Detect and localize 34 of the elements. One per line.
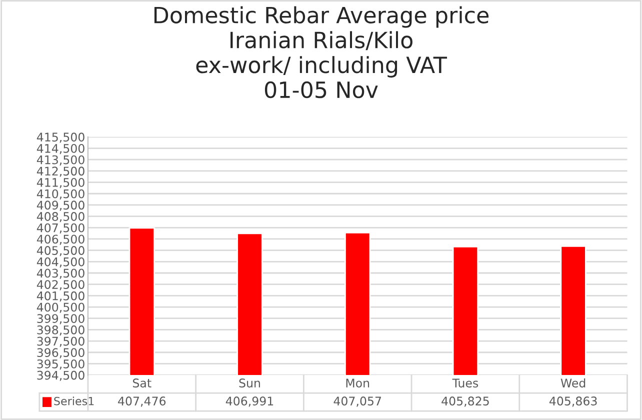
y-tick-label: 408,500	[36, 212, 84, 222]
y-tick-label: 401,500	[36, 291, 84, 302]
y-tick-label: 400,500	[36, 302, 84, 313]
y-tick-label: 405,500	[36, 246, 84, 256]
y-tick-label: 412,500	[36, 166, 84, 177]
data-label: 407,476	[118, 396, 166, 407]
data-label: 407,057	[334, 396, 381, 407]
y-tick-label: 398,500	[37, 325, 84, 336]
y-tick-label: 411,500	[36, 178, 84, 188]
x-tick-label: Wed	[560, 378, 586, 388]
chart-title: Domestic Rebar Average price Iranian Rials/Kilo ex-work/ including VAT 01-05 Nov	[154, 6, 489, 98]
y-tick-label: 399,500	[37, 314, 84, 324]
y-tick-label: 394,500	[37, 370, 84, 381]
y-tick-label: 414,500	[36, 144, 84, 154]
x-tick-label: Tues	[452, 378, 478, 388]
y-tick-label: 406,500	[36, 234, 84, 245]
y-tick-label: 402,500	[36, 280, 84, 290]
y-tick-label: 397,500	[37, 336, 84, 347]
y-tick-label: 396,500	[37, 348, 84, 358]
data-label: 406,991	[226, 396, 274, 407]
y-tick-label: 415,500	[36, 132, 84, 143]
data-label: 405,863	[549, 396, 597, 407]
x-tick-label: Sun	[239, 378, 260, 388]
y-tick-label: 407,500	[36, 223, 84, 234]
x-tick-label: Sat	[132, 378, 152, 388]
y-tick-label: 413,500	[36, 155, 84, 166]
y-tick-label: 404,500	[36, 257, 84, 268]
y-tick-label: 403,500	[36, 268, 84, 279]
y-tick-label: 395,500	[37, 359, 84, 370]
data-label: 405,825	[442, 396, 489, 407]
y-tick-label: 410,500	[36, 189, 84, 200]
y-tick-label: 409,500	[36, 200, 84, 211]
legend-label: Series1	[54, 396, 94, 406]
x-tick-label: Mon	[346, 378, 370, 388]
